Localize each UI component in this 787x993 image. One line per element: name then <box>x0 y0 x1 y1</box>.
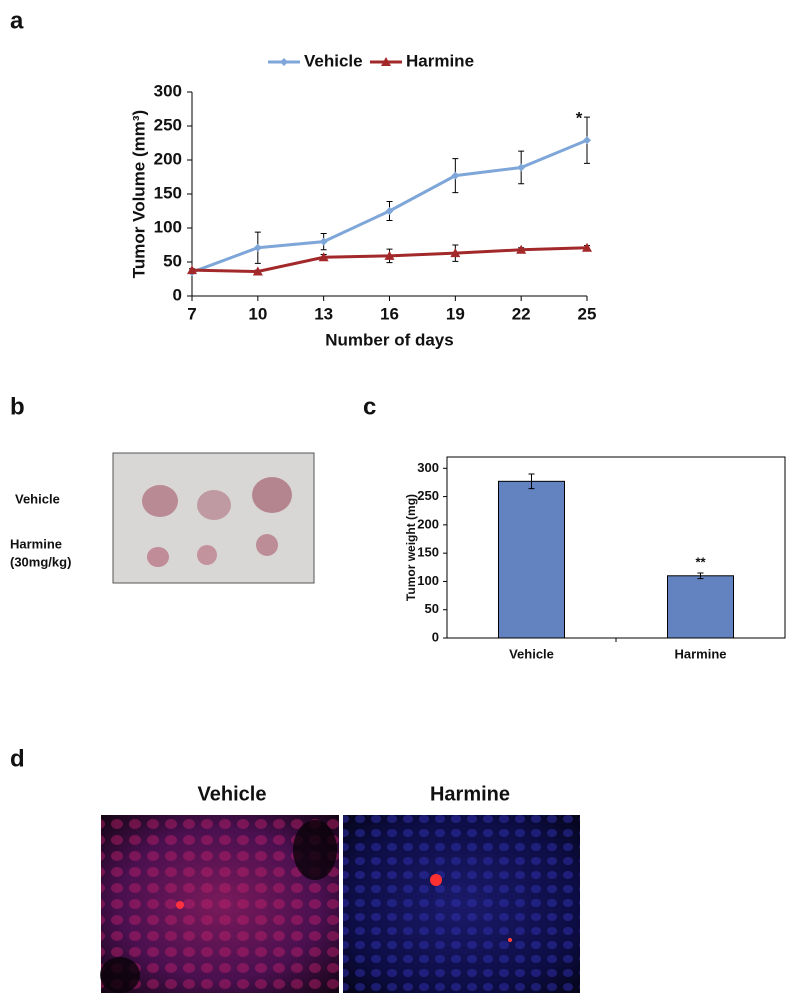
panel-label: b <box>10 393 25 420</box>
y-tick-label: 300 <box>154 81 182 100</box>
y-tick-label: 250 <box>417 488 439 503</box>
marker <box>384 250 395 260</box>
y-tick-label: 150 <box>417 545 439 560</box>
bar <box>498 480 565 639</box>
y-tick-label: 0 <box>173 285 182 304</box>
panel-label: c <box>363 393 376 420</box>
row-label: Harmine <box>10 536 62 551</box>
y-tick-label: 50 <box>163 251 182 270</box>
marker <box>583 136 591 145</box>
marker <box>582 242 592 252</box>
staining-image <box>100 815 339 993</box>
staining-image <box>343 815 580 993</box>
y-tick-label: 100 <box>154 217 182 236</box>
marker <box>252 266 263 276</box>
column-label: Vehicle <box>198 783 267 805</box>
y-tick-label: 50 <box>425 601 439 616</box>
x-tick-label: 7 <box>187 304 196 323</box>
y-tick-label: 0 <box>432 629 439 644</box>
x-tick-label: Harmine <box>674 646 726 661</box>
x-tick-label: 10 <box>248 304 267 323</box>
panel-label: a <box>10 7 24 34</box>
x-tick-label: 16 <box>380 304 399 323</box>
y-axis-title: Tumor weight (mg) <box>404 494 418 601</box>
marker <box>451 171 460 180</box>
legend-marker <box>381 57 391 66</box>
panel-label: d <box>10 745 25 772</box>
x-axis-title: Number of days <box>325 330 453 349</box>
y-tick-label: 250 <box>154 115 182 134</box>
column-label: Harmine <box>430 783 510 805</box>
x-tick-label: 25 <box>578 304 597 323</box>
legend-label: Vehicle <box>304 51 363 70</box>
row-label: (30mg/kg) <box>10 554 71 569</box>
marker <box>450 248 461 258</box>
x-tick-label: 22 <box>512 304 531 323</box>
error-bar <box>697 572 704 580</box>
marker <box>318 252 329 262</box>
y-tick-label: 100 <box>417 573 439 588</box>
marker <box>319 237 328 246</box>
marker <box>253 243 262 252</box>
axis <box>191 92 587 297</box>
annotation: * <box>576 109 583 128</box>
y-tick-label: 150 <box>154 183 182 202</box>
y-tick-label: 300 <box>417 460 439 475</box>
legend-marker <box>280 58 288 66</box>
x-tick-label: 13 <box>314 304 333 323</box>
marker <box>385 207 394 215</box>
y-tick-label: 200 <box>417 516 439 531</box>
y-tick-label: 200 <box>154 149 182 168</box>
y-axis-title: Tumor Volume (mm³) <box>129 110 148 278</box>
plot-frame <box>446 456 786 639</box>
marker <box>516 244 527 254</box>
row-label: Vehicle <box>15 491 60 506</box>
marker <box>517 163 526 172</box>
marker <box>187 265 197 275</box>
bar <box>667 575 734 639</box>
x-tick-label: 19 <box>446 304 465 323</box>
x-tick-label: Vehicle <box>509 646 554 661</box>
annotation: ** <box>695 554 706 569</box>
tumor-blobs <box>142 477 292 567</box>
legend-label: Harmine <box>406 51 474 70</box>
error-bar <box>528 473 535 490</box>
